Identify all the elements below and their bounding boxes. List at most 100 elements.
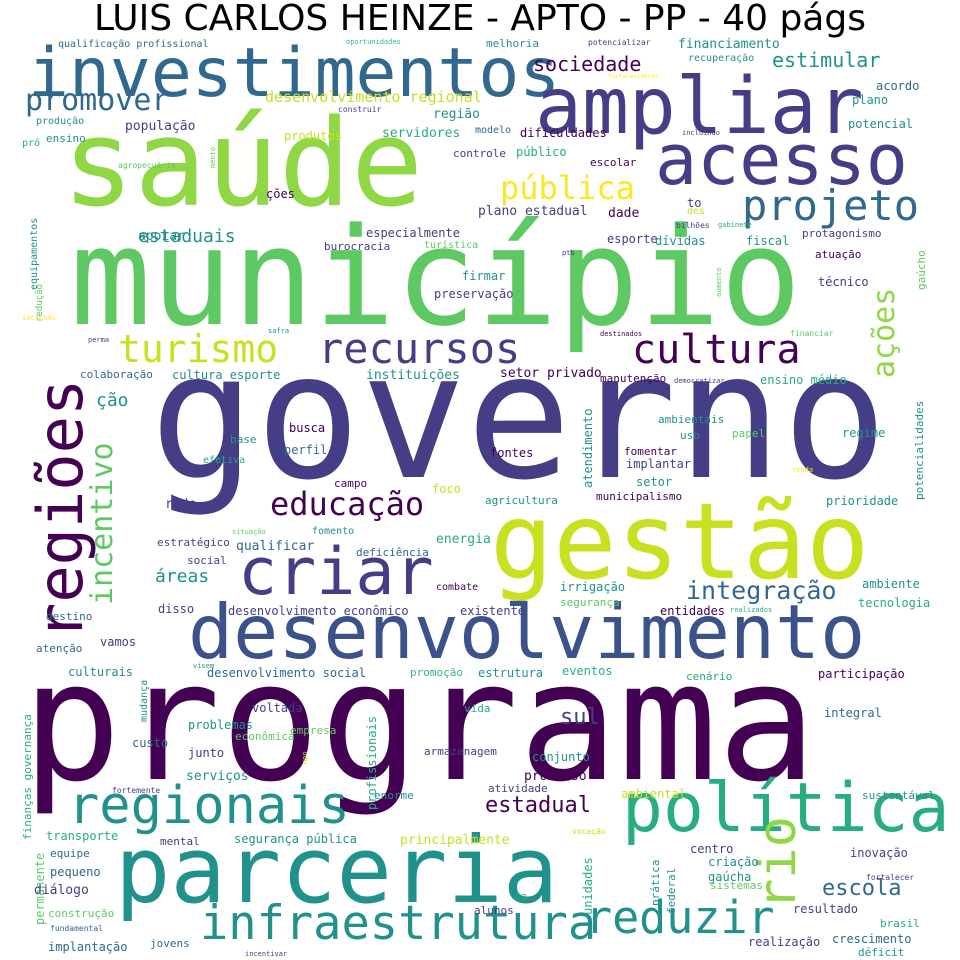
word-cloud-word: servidores — [382, 126, 461, 141]
word-cloud-word: reduzir — [585, 891, 775, 944]
word-cloud-word: vocação — [572, 827, 606, 836]
word-cloud-word: deficiência — [356, 546, 429, 559]
word-cloud-word: rio — [748, 816, 808, 910]
word-cloud-word: escolar — [590, 156, 637, 169]
word-cloud-word: potencializar — [588, 38, 651, 47]
word-cloud-word: gaúcha — [708, 870, 752, 884]
word-cloud-word: atividade — [488, 782, 548, 795]
word-cloud-word: ptb — [562, 249, 575, 257]
word-cloud-word: manutenção — [600, 372, 667, 385]
word-cloud-word: energia — [436, 532, 491, 547]
word-cloud-word: ensino médio — [760, 373, 847, 387]
word-cloud-word: conjunto — [532, 750, 590, 764]
word-cloud-word: educação — [270, 485, 425, 523]
word-cloud-word: armazenagem — [424, 745, 497, 758]
word-cloud-word: diálogo — [34, 883, 89, 898]
word-cloud-word: ações — [867, 287, 902, 378]
word-cloud-word: regiões — [24, 378, 97, 640]
word-cloud-word: mento — [209, 146, 217, 168]
word-cloud-word: desenvolvimento econômico — [228, 604, 409, 618]
word-cloud-word: safra — [268, 327, 290, 335]
word-cloud-word: dade — [608, 206, 640, 221]
word-cloud-word: potencial — [848, 117, 914, 131]
word-cloud-word: democratizar — [674, 377, 725, 385]
word-cloud-word: qualificação profissional — [58, 39, 209, 50]
word-cloud-word: ambiente — [862, 577, 920, 591]
word-cloud-word: atendimento — [581, 408, 595, 488]
word-cloud-word: integração — [686, 576, 837, 605]
word-cloud-word: jovens — [150, 937, 190, 950]
word-cloud-word: situação — [232, 528, 266, 536]
word-cloud-word: implantar — [626, 457, 692, 471]
word-cloud-word: inclusão — [22, 314, 56, 322]
word-cloud-word: des — [687, 206, 706, 217]
word-cloud-word: população — [125, 119, 196, 134]
word-cloud-word: produtos — [284, 129, 342, 143]
word-cloud-word: modelo — [475, 125, 512, 136]
word-cloud-word: mental — [160, 835, 200, 848]
word-cloud-word: inovação — [850, 846, 908, 860]
word-cloud-word: financiar — [790, 329, 834, 338]
word-cloud-word: atuação — [815, 248, 862, 261]
word-cloud-word: unidades — [581, 857, 595, 915]
word-cloud-word: setor — [636, 475, 673, 489]
word-cloud-word: custo — [132, 736, 169, 750]
word-cloud-word: implantação — [48, 940, 128, 954]
word-cloud-word: agricultura — [485, 494, 558, 507]
word-cloud-word: gestão — [490, 481, 870, 603]
word-cloud-word: vamos — [100, 635, 137, 649]
word-cloud-word: cultura — [632, 327, 801, 373]
word-cloud-word: fortalecimento — [608, 73, 659, 80]
word-cloud-word: estaduais — [138, 226, 236, 247]
word-cloud-word: firmar — [462, 269, 506, 283]
word-cloud-word: projeto — [742, 181, 920, 230]
word-cloud-word: uso — [680, 429, 700, 442]
word-cloud-word: parceria — [115, 817, 559, 924]
word-cloud-word: aumento — [715, 267, 723, 297]
word-cloud-word: fomentar — [624, 445, 677, 458]
word-cloud-word: base — [230, 433, 257, 446]
word-cloud-word: foco — [432, 482, 461, 496]
word-cloud-word: brasil — [880, 917, 920, 930]
word-cloud-word: processo — [524, 769, 587, 784]
word-cloud-word: perfil — [284, 443, 328, 457]
word-cloud-word: instituições — [366, 368, 460, 383]
word-cloud-word: destino — [46, 610, 93, 623]
word-cloud-word: cenário — [686, 670, 733, 683]
word-cloud-word: criar — [238, 535, 434, 610]
word-cloud-word: oferta — [569, 280, 582, 320]
word-cloud-word: vida — [464, 702, 491, 715]
word-cloud-word: fomento — [312, 526, 355, 537]
word-cloud-word: construção — [48, 907, 115, 920]
word-cloud-word: saúde — [62, 95, 424, 234]
word-cloud-word: municipalismo — [596, 490, 683, 503]
word-cloud-word: renda — [792, 466, 814, 474]
word-cloud-word: finanças governança — [21, 714, 34, 840]
word-cloud-word: controle — [453, 147, 506, 160]
word-cloud-word: política — [622, 769, 950, 848]
word-cloud-word: governo — [150, 316, 888, 519]
word-cloud-word: turismo — [118, 327, 279, 371]
word-cloud-word: enorme — [374, 789, 414, 802]
word-cloud-word: sustentável — [862, 789, 935, 802]
word-cloud-word: ca — [514, 890, 528, 903]
word-cloud-word: incentivo — [85, 442, 120, 605]
word-cloud-word: voltada — [252, 701, 303, 715]
word-cloud-word: realização — [748, 935, 821, 949]
word-cloud-word: opo — [301, 751, 309, 764]
word-cloud-word: estratégico — [157, 536, 230, 549]
word-cloud-title: LUIS CARLOS HEINZE - APTO - PP - 40 págs — [94, 0, 866, 39]
word-cloud-word: agropecuária — [118, 161, 176, 170]
word-cloud-word: participação — [818, 667, 905, 681]
word-cloud-word: pró — [22, 138, 41, 149]
word-cloud-word: empresa — [290, 724, 337, 737]
word-cloud-word: ensino — [46, 132, 86, 145]
word-cloud-word: desenvolvimento regional — [265, 88, 482, 106]
word-cloud-word: principalmente — [400, 833, 510, 848]
word-cloud-word: fontes — [490, 446, 534, 460]
word-cloud-word: regime — [842, 426, 886, 440]
word-cloud-word: produção — [36, 116, 85, 127]
word-cloud-word: ampliar — [535, 62, 864, 152]
word-cloud-word: criação — [708, 855, 759, 869]
word-cloud-word: incluindo — [682, 129, 720, 137]
